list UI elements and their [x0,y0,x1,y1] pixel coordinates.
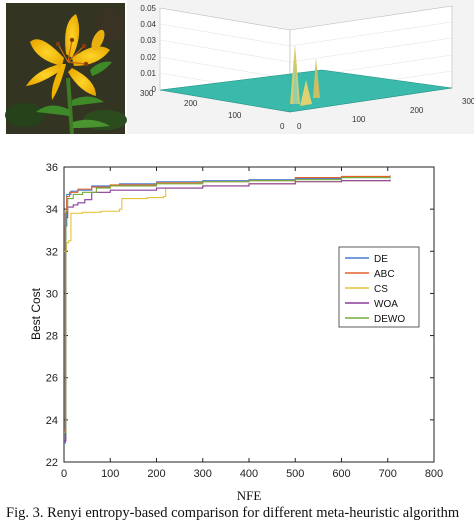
x-axis-ticks-3d: 0 100 200 300 [297,97,474,131]
legend-label-dewo: DEWO [374,314,405,325]
x3d-tick: 300 [462,97,474,106]
y-tick-label: 36 [46,162,58,174]
y-tick-label: 22 [46,457,58,469]
convergence-chart: 0 100 200 300 400 500 600 700 800 22 24 26 28 30 32 34… [29,162,443,503]
x-tick-label: 400 [240,468,258,480]
z-tick: 0 [152,85,157,94]
z-tick: 0.01 [140,69,156,78]
y3d-tick: 200 [184,99,198,108]
y-tick-label: 24 [46,415,58,427]
x-tick-label: 0 [61,468,67,480]
legend-box [338,246,420,328]
y-tick-label: 28 [46,331,58,343]
x-tick-label: 700 [379,468,397,480]
y-tick-label: 34 [46,204,58,216]
x-tick-label: 500 [286,468,304,480]
flower-photo [5,3,127,135]
x-tick-label: 200 [147,468,165,480]
x3d-tick: 0 [297,122,302,131]
y3d-tick: 100 [228,111,242,120]
z-axis-ticks: 0.05 0.04 0.03 0.02 0.01 0 [140,4,156,94]
surface-3d-panel: 0.05 0.04 0.03 0.02 0.01 0 300 200 100 0… [127,0,474,134]
series-line-dewo [64,176,391,434]
x-axis: 0 100 200 300 400 500 600 700 800 [61,167,443,480]
x3d-tick: 200 [410,106,424,115]
legend-label-cs: CS [374,284,388,295]
y-axis: 22 24 26 28 30 32 34 36 [46,162,434,469]
z-tick: 0.03 [140,36,156,45]
z-tick: 0.04 [140,20,156,29]
x3d-tick: 100 [352,115,366,124]
series-line-woa [64,179,391,442]
y-tick-label: 32 [46,246,58,258]
legend-label-abc: ABC [374,269,395,280]
x-tick-label: 600 [332,468,350,480]
legend-label-woa: WOA [374,299,398,310]
legend: DE ABC CS WOA DEWO [338,246,420,328]
legend-label-de: DE [374,254,388,265]
x-axis-label: NFE [237,488,262,503]
y-tick-label: 26 [46,373,58,385]
figure-caption: Fig. 3. Renyi entropy-based comparison f… [6,505,460,521]
series-line-abc [64,175,391,431]
y-axis-label: Best Cost [29,287,43,340]
x-tick-label: 800 [425,468,443,480]
y3d-tick: 300 [140,89,154,98]
x-tick-label: 100 [101,468,119,480]
series-lines [64,175,391,444]
y3d-tick: 0 [280,122,285,131]
x-tick-label: 300 [194,468,212,480]
y-tick-label: 30 [46,288,58,300]
z-tick: 0.02 [140,53,156,62]
y-axis-ticks-3d: 300 200 100 0 [140,89,285,131]
z-tick: 0.05 [140,4,156,13]
